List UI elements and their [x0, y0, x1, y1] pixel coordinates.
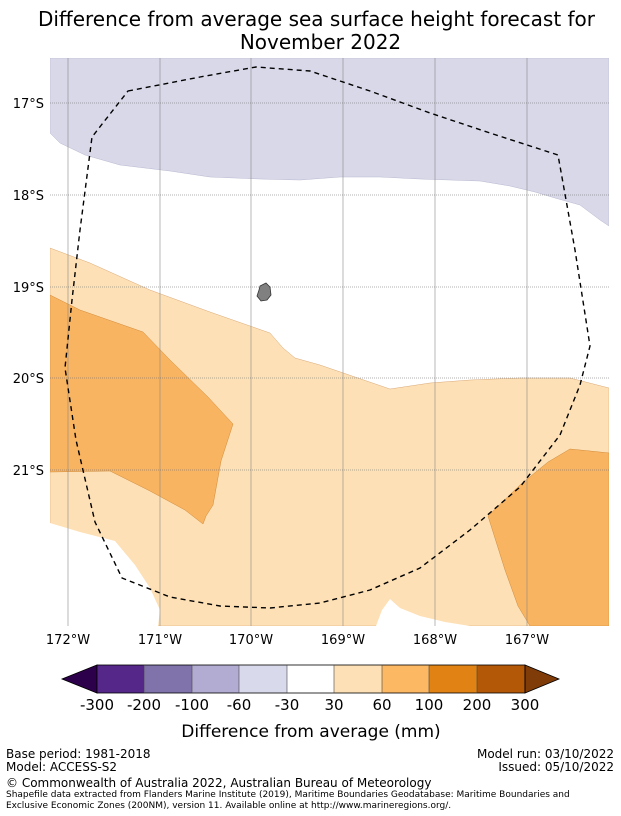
colorbar-bin [144, 665, 192, 693]
colorbar-tick: 100 [415, 696, 444, 714]
lat-label: 18°S [13, 189, 44, 204]
niue-island [256, 282, 272, 302]
colorbar-tick: 300 [511, 696, 540, 714]
colorbar-tick: 200 [463, 696, 492, 714]
colorbar [60, 664, 561, 694]
colorbar-frame [96, 664, 526, 694]
shapefile-credit-line-1: Shapefile data extracted from Flanders M… [6, 790, 570, 800]
colorbar-under-triangle [60, 664, 98, 694]
colorbar-tick: -30 [275, 696, 300, 714]
eez-boundary [64, 66, 591, 609]
lon-label: 167°W [505, 633, 549, 648]
map-area [50, 58, 609, 626]
positive-anomaly-region-30-60 [50, 247, 609, 626]
lon-label: 170°W [229, 633, 273, 648]
model-run-date: Model run: 03/10/2022 [476, 747, 614, 761]
lon-label: 169°W [321, 633, 365, 648]
base-period: Base period: 1981-2018 [6, 747, 151, 761]
colorbar-bin [97, 665, 144, 693]
colorbar-tick: -300 [80, 696, 114, 714]
model-name: Model: ACCESS-S2 [6, 760, 118, 774]
map-title-line-1: Difference from average sea surface heig… [37, 7, 596, 31]
map-title-line-2: November 2022 [239, 30, 402, 54]
lat-label: 17°S [13, 97, 44, 112]
colorbar-bin [239, 665, 287, 693]
colorbar-ticks: -300 -200 -100 -60 -30 30 60 100 200 300 [80, 696, 539, 714]
negative-anomaly-region [50, 58, 609, 227]
lat-label: 19°S [13, 281, 44, 296]
neutral-bottom-notch [50, 523, 470, 626]
lon-label: 172°W [46, 633, 90, 648]
issued-date: Issued: 05/10/2022 [498, 760, 614, 774]
longitude-labels: 172°W 171°W 170°W 169°W 168°W 167°W [46, 633, 549, 648]
colorbar-bin [287, 665, 334, 693]
colorbar-tick: -100 [175, 696, 209, 714]
lat-label: 21°S [13, 464, 44, 479]
positive-anomaly-region-60-100-west [50, 294, 234, 525]
colorbar-tick: -60 [227, 696, 252, 714]
lon-label: 171°W [138, 633, 182, 648]
latitude-labels: 17°S 18°S 19°S 20°S 21°S [13, 97, 44, 479]
colorbar-tick: -200 [127, 696, 161, 714]
lon-label: 168°W [413, 633, 457, 648]
colorbar-label: Difference from average (mm) [181, 722, 440, 742]
colorbar-bin [382, 665, 429, 693]
colorbar-bin [334, 665, 382, 693]
copyright-notice: © Commonwealth of Australia 2022, Austra… [6, 776, 432, 790]
colorbar-over-triangle [524, 664, 561, 694]
colorbar-separators [143, 665, 478, 693]
longitude-gridlines [67, 58, 528, 626]
colorbar-bin [477, 665, 525, 693]
colorbar-tick: 30 [324, 696, 343, 714]
shapefile-credit-line-2: Exclusive Economic Zones (200NM), versio… [6, 801, 452, 811]
lat-label: 20°S [13, 372, 44, 387]
colorbar-bin [429, 665, 477, 693]
colorbar-tick: 60 [372, 696, 391, 714]
positive-anomaly-region-60-100-east [487, 448, 609, 626]
colorbar-bin [192, 665, 239, 693]
